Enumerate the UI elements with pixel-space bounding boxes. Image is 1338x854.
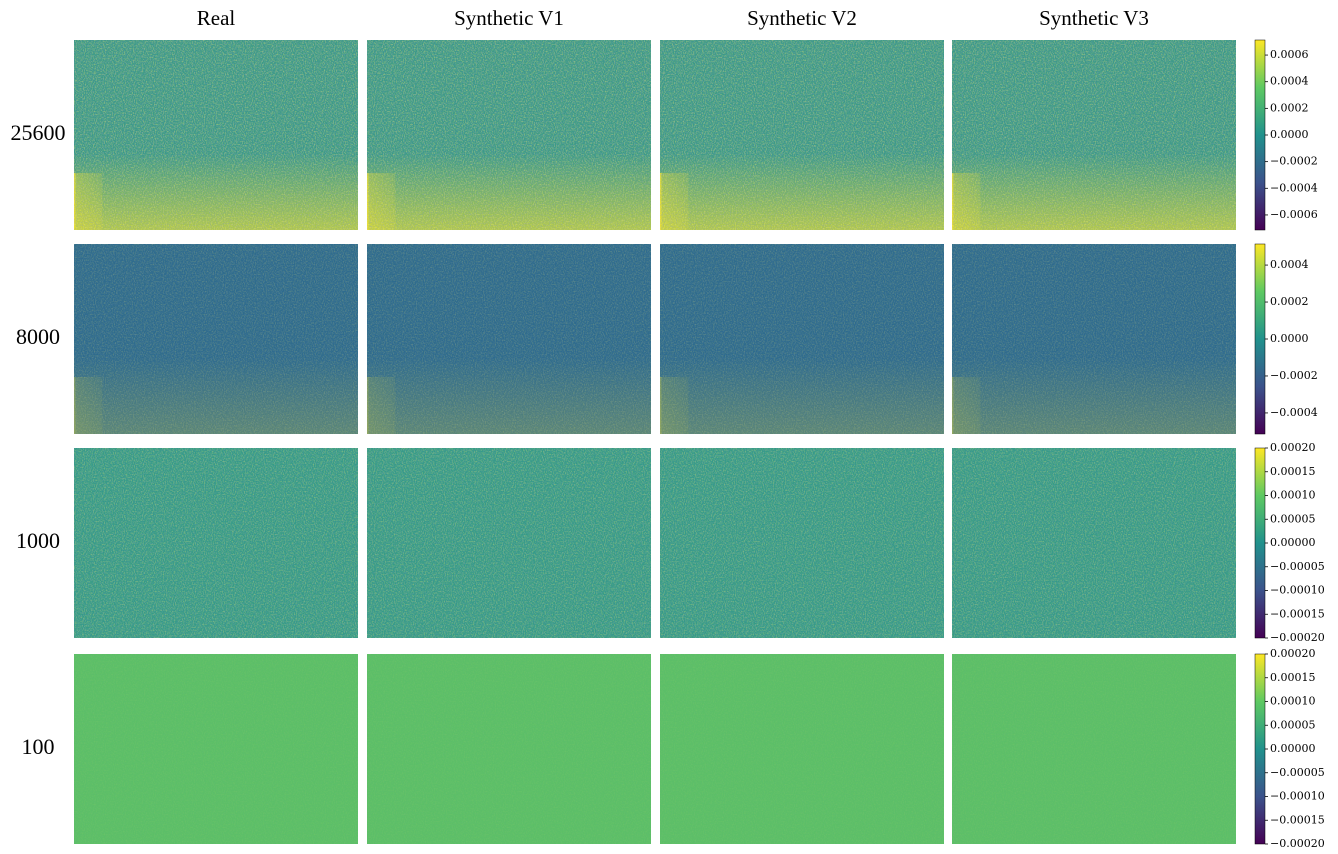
- column-title: Synthetic V3: [1039, 6, 1149, 30]
- map-noise: [952, 448, 1236, 638]
- noise-map: [367, 448, 651, 638]
- map-noise: [367, 448, 651, 638]
- colorbar-tick-label: 0.0000: [1270, 128, 1309, 141]
- noise-map: [660, 448, 944, 638]
- colorbar-tick-label: 0.0002: [1270, 101, 1309, 114]
- map-noise: [660, 654, 944, 844]
- figure: Real Synthetic V1 Synthetic V2 Synthetic V3…: [0, 0, 1338, 854]
- noise-map: [74, 40, 358, 230]
- noise-map: [74, 654, 358, 844]
- column-title: Synthetic V2: [747, 6, 857, 30]
- colorbar-tick-label: 0.0004: [1270, 75, 1309, 88]
- map-noise: [74, 654, 358, 844]
- colorbar-tick-label: 0.00005: [1270, 512, 1316, 525]
- colorbar-tick-label: 0.0002: [1270, 295, 1309, 308]
- row-label: 100: [22, 734, 55, 759]
- noise-map: [952, 244, 1236, 434]
- row-label: 8000: [16, 324, 60, 349]
- colorbar-tick-label: 0.0004: [1270, 258, 1309, 271]
- column-title: Synthetic V1: [454, 6, 564, 30]
- colorbar-tick-label: −0.0002: [1270, 369, 1318, 382]
- colorbar-tick-label: 0.00005: [1270, 718, 1316, 731]
- colorbar-tick-label: −0.00010: [1270, 790, 1325, 803]
- map-noise: [367, 244, 651, 434]
- colorbar-tick-label: 0.00010: [1270, 489, 1316, 502]
- colorbar-tick-label: 0.00015: [1270, 671, 1316, 684]
- column-title: Real: [197, 6, 236, 30]
- map-noise: [367, 40, 651, 230]
- colorbar-tick-label: −0.0004: [1270, 181, 1318, 194]
- colorbar: [1255, 654, 1265, 844]
- noise-map: [952, 448, 1236, 638]
- noise-map: [367, 244, 651, 434]
- noise-map: [952, 40, 1236, 230]
- map-noise: [952, 654, 1236, 844]
- noise-map: [660, 40, 944, 230]
- colorbar-tick-label: −0.00015: [1270, 813, 1325, 826]
- colorbar-tick-label: 0.00020: [1270, 647, 1316, 660]
- colorbar: [1255, 448, 1265, 638]
- noise-map: [952, 654, 1236, 844]
- map-noise: [74, 40, 358, 230]
- colorbar-tick-label: −0.00005: [1270, 766, 1325, 779]
- colorbar-tick-label: 0.0000: [1270, 332, 1309, 345]
- colorbar-tick-label: −0.0006: [1270, 208, 1318, 221]
- colorbar-tick-label: 0.0006: [1270, 48, 1309, 61]
- map-noise: [660, 448, 944, 638]
- map-noise: [952, 40, 1236, 230]
- colorbar-tick-label: −0.00010: [1270, 584, 1325, 597]
- map-noise: [660, 40, 944, 230]
- map-noise: [74, 448, 358, 638]
- colorbar-tick-label: −0.00015: [1270, 607, 1325, 620]
- colorbar-tick-label: 0.00000: [1270, 536, 1316, 549]
- noise-map: [74, 244, 358, 434]
- map-noise: [660, 244, 944, 434]
- noise-map: [367, 654, 651, 844]
- noise-map: [660, 654, 944, 844]
- map-noise: [952, 244, 1236, 434]
- row-label: 25600: [11, 120, 66, 145]
- map-noise: [74, 244, 358, 434]
- colorbar: [1255, 244, 1265, 434]
- colorbar-tick-label: 0.00015: [1270, 465, 1316, 478]
- row-label: 1000: [16, 528, 60, 553]
- colorbar-tick-label: −0.00020: [1270, 631, 1325, 644]
- colorbar-tick-label: 0.00000: [1270, 742, 1316, 755]
- colorbar-tick-label: 0.00010: [1270, 695, 1316, 708]
- colorbar-tick-label: −0.00005: [1270, 560, 1325, 573]
- map-noise: [367, 654, 651, 844]
- colorbar-tick-label: −0.0002: [1270, 155, 1318, 168]
- noise-map: [74, 448, 358, 638]
- colorbar-tick-label: 0.00020: [1270, 441, 1316, 454]
- noise-map: [660, 244, 944, 434]
- colorbar-tick-label: −0.0004: [1270, 406, 1318, 419]
- colorbar: [1255, 40, 1265, 230]
- colorbar-tick-label: −0.00020: [1270, 837, 1325, 850]
- noise-map: [367, 40, 651, 230]
